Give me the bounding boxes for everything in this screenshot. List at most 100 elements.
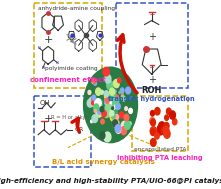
Circle shape	[100, 107, 104, 112]
Circle shape	[119, 91, 120, 94]
Circle shape	[165, 115, 168, 120]
Circle shape	[87, 99, 93, 107]
Circle shape	[121, 92, 123, 96]
Text: B/L acid synergy catalysis: B/L acid synergy catalysis	[52, 159, 155, 164]
Circle shape	[94, 110, 96, 112]
Circle shape	[111, 108, 117, 117]
Text: +: +	[44, 35, 53, 45]
Circle shape	[109, 102, 112, 107]
Circle shape	[124, 114, 129, 121]
Circle shape	[129, 108, 132, 113]
Circle shape	[164, 130, 170, 138]
Circle shape	[92, 101, 94, 105]
Circle shape	[112, 119, 118, 127]
Circle shape	[121, 121, 128, 131]
Circle shape	[107, 111, 111, 116]
Circle shape	[126, 87, 131, 94]
Circle shape	[116, 126, 121, 133]
Circle shape	[110, 98, 114, 103]
Circle shape	[150, 127, 156, 136]
Circle shape	[104, 132, 111, 142]
Circle shape	[163, 125, 167, 131]
Circle shape	[110, 110, 111, 112]
Circle shape	[170, 111, 175, 119]
Circle shape	[173, 119, 177, 125]
Circle shape	[101, 119, 104, 124]
Circle shape	[102, 111, 106, 117]
Circle shape	[105, 108, 107, 110]
Text: OH: OH	[40, 100, 51, 106]
Text: Inhibiting PTA leaching: Inhibiting PTA leaching	[117, 155, 203, 160]
Circle shape	[110, 113, 116, 121]
Circle shape	[162, 127, 166, 133]
Text: O: O	[144, 46, 148, 52]
Bar	[34, 96, 91, 167]
Circle shape	[94, 100, 100, 108]
Circle shape	[112, 120, 118, 127]
Circle shape	[115, 125, 121, 132]
Circle shape	[104, 91, 109, 97]
Circle shape	[151, 129, 155, 135]
Circle shape	[100, 132, 105, 139]
Circle shape	[107, 81, 113, 90]
Bar	[34, 3, 102, 88]
Bar	[132, 96, 188, 151]
Circle shape	[155, 133, 159, 139]
Text: encapsulated PTA: encapsulated PTA	[134, 147, 186, 152]
Circle shape	[150, 118, 155, 124]
Circle shape	[110, 103, 112, 107]
Text: R = H or alkyl: R = H or alkyl	[51, 115, 88, 120]
Circle shape	[104, 111, 109, 118]
Circle shape	[109, 106, 111, 109]
Circle shape	[116, 95, 118, 97]
Circle shape	[111, 102, 116, 109]
Circle shape	[96, 108, 102, 117]
Circle shape	[89, 97, 95, 106]
Circle shape	[112, 107, 114, 110]
Text: +: +	[44, 114, 53, 124]
Circle shape	[158, 122, 165, 131]
Circle shape	[101, 90, 103, 94]
Circle shape	[151, 119, 155, 126]
Circle shape	[116, 103, 120, 109]
Circle shape	[122, 96, 125, 101]
Circle shape	[98, 110, 101, 114]
Circle shape	[105, 98, 109, 103]
Circle shape	[92, 80, 95, 84]
Circle shape	[128, 122, 131, 125]
Circle shape	[110, 90, 116, 99]
Circle shape	[105, 98, 110, 106]
Circle shape	[107, 99, 109, 101]
Circle shape	[130, 97, 131, 99]
Circle shape	[125, 107, 128, 110]
Circle shape	[113, 80, 119, 87]
Circle shape	[112, 114, 115, 119]
Circle shape	[110, 105, 112, 108]
Circle shape	[105, 74, 111, 83]
Circle shape	[151, 111, 154, 116]
Circle shape	[93, 78, 96, 84]
Circle shape	[161, 127, 167, 135]
Circle shape	[96, 88, 101, 95]
Text: ROH: ROH	[141, 86, 162, 94]
Circle shape	[94, 81, 97, 85]
Circle shape	[109, 96, 112, 101]
Circle shape	[117, 91, 120, 96]
Circle shape	[108, 96, 115, 105]
Circle shape	[116, 95, 118, 98]
Circle shape	[103, 67, 109, 76]
Circle shape	[121, 127, 127, 135]
Circle shape	[164, 122, 169, 130]
Circle shape	[95, 99, 101, 108]
Circle shape	[88, 90, 91, 94]
Circle shape	[120, 88, 124, 93]
Circle shape	[110, 110, 114, 116]
Circle shape	[110, 88, 115, 95]
Circle shape	[115, 115, 119, 120]
Circle shape	[155, 108, 160, 115]
Circle shape	[108, 100, 114, 109]
Circle shape	[118, 121, 119, 124]
Circle shape	[92, 95, 96, 100]
Circle shape	[92, 115, 97, 122]
Circle shape	[105, 104, 111, 112]
